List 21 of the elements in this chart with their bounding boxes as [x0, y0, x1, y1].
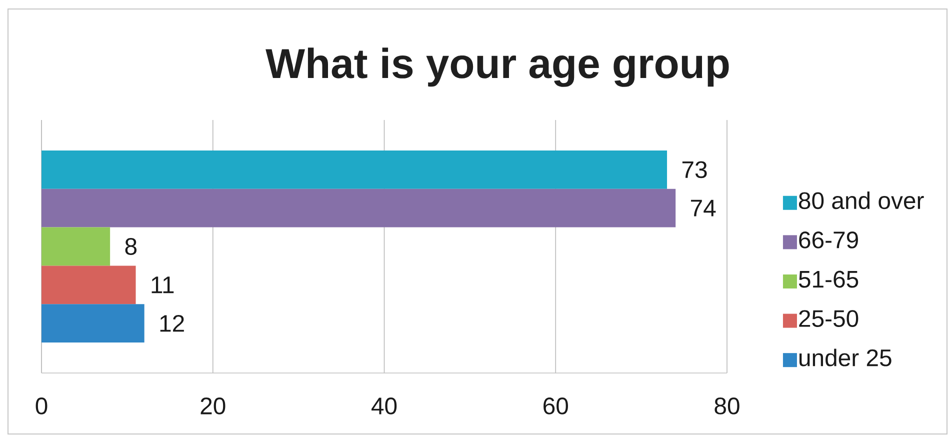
data-label: 74 — [691, 200, 716, 216]
bar — [42, 227, 110, 266]
x-tick-label: 60 — [544, 398, 568, 414]
bar — [42, 304, 144, 342]
chart-title: What is your age group — [266, 48, 729, 87]
data-label: 73 — [682, 161, 707, 178]
legend-label: 51-65 — [798, 270, 858, 288]
x-tick-label: 80 — [714, 398, 740, 414]
legend-label: under 25 — [800, 348, 892, 366]
bar — [42, 150, 668, 189]
x-tick-label: 20 — [200, 398, 226, 414]
legend-label: 66-79 — [799, 231, 858, 248]
bar — [42, 188, 676, 228]
data-label: 8 — [125, 238, 137, 255]
bar — [42, 266, 136, 304]
data-label: 11 — [152, 276, 174, 294]
data-label: 12 — [160, 314, 184, 332]
legend-label: 80 and over — [799, 192, 924, 210]
legend-label: 25-50 — [799, 310, 858, 328]
x-tick-label: 0 — [36, 398, 48, 414]
x-tick-label: 40 — [372, 398, 397, 414]
